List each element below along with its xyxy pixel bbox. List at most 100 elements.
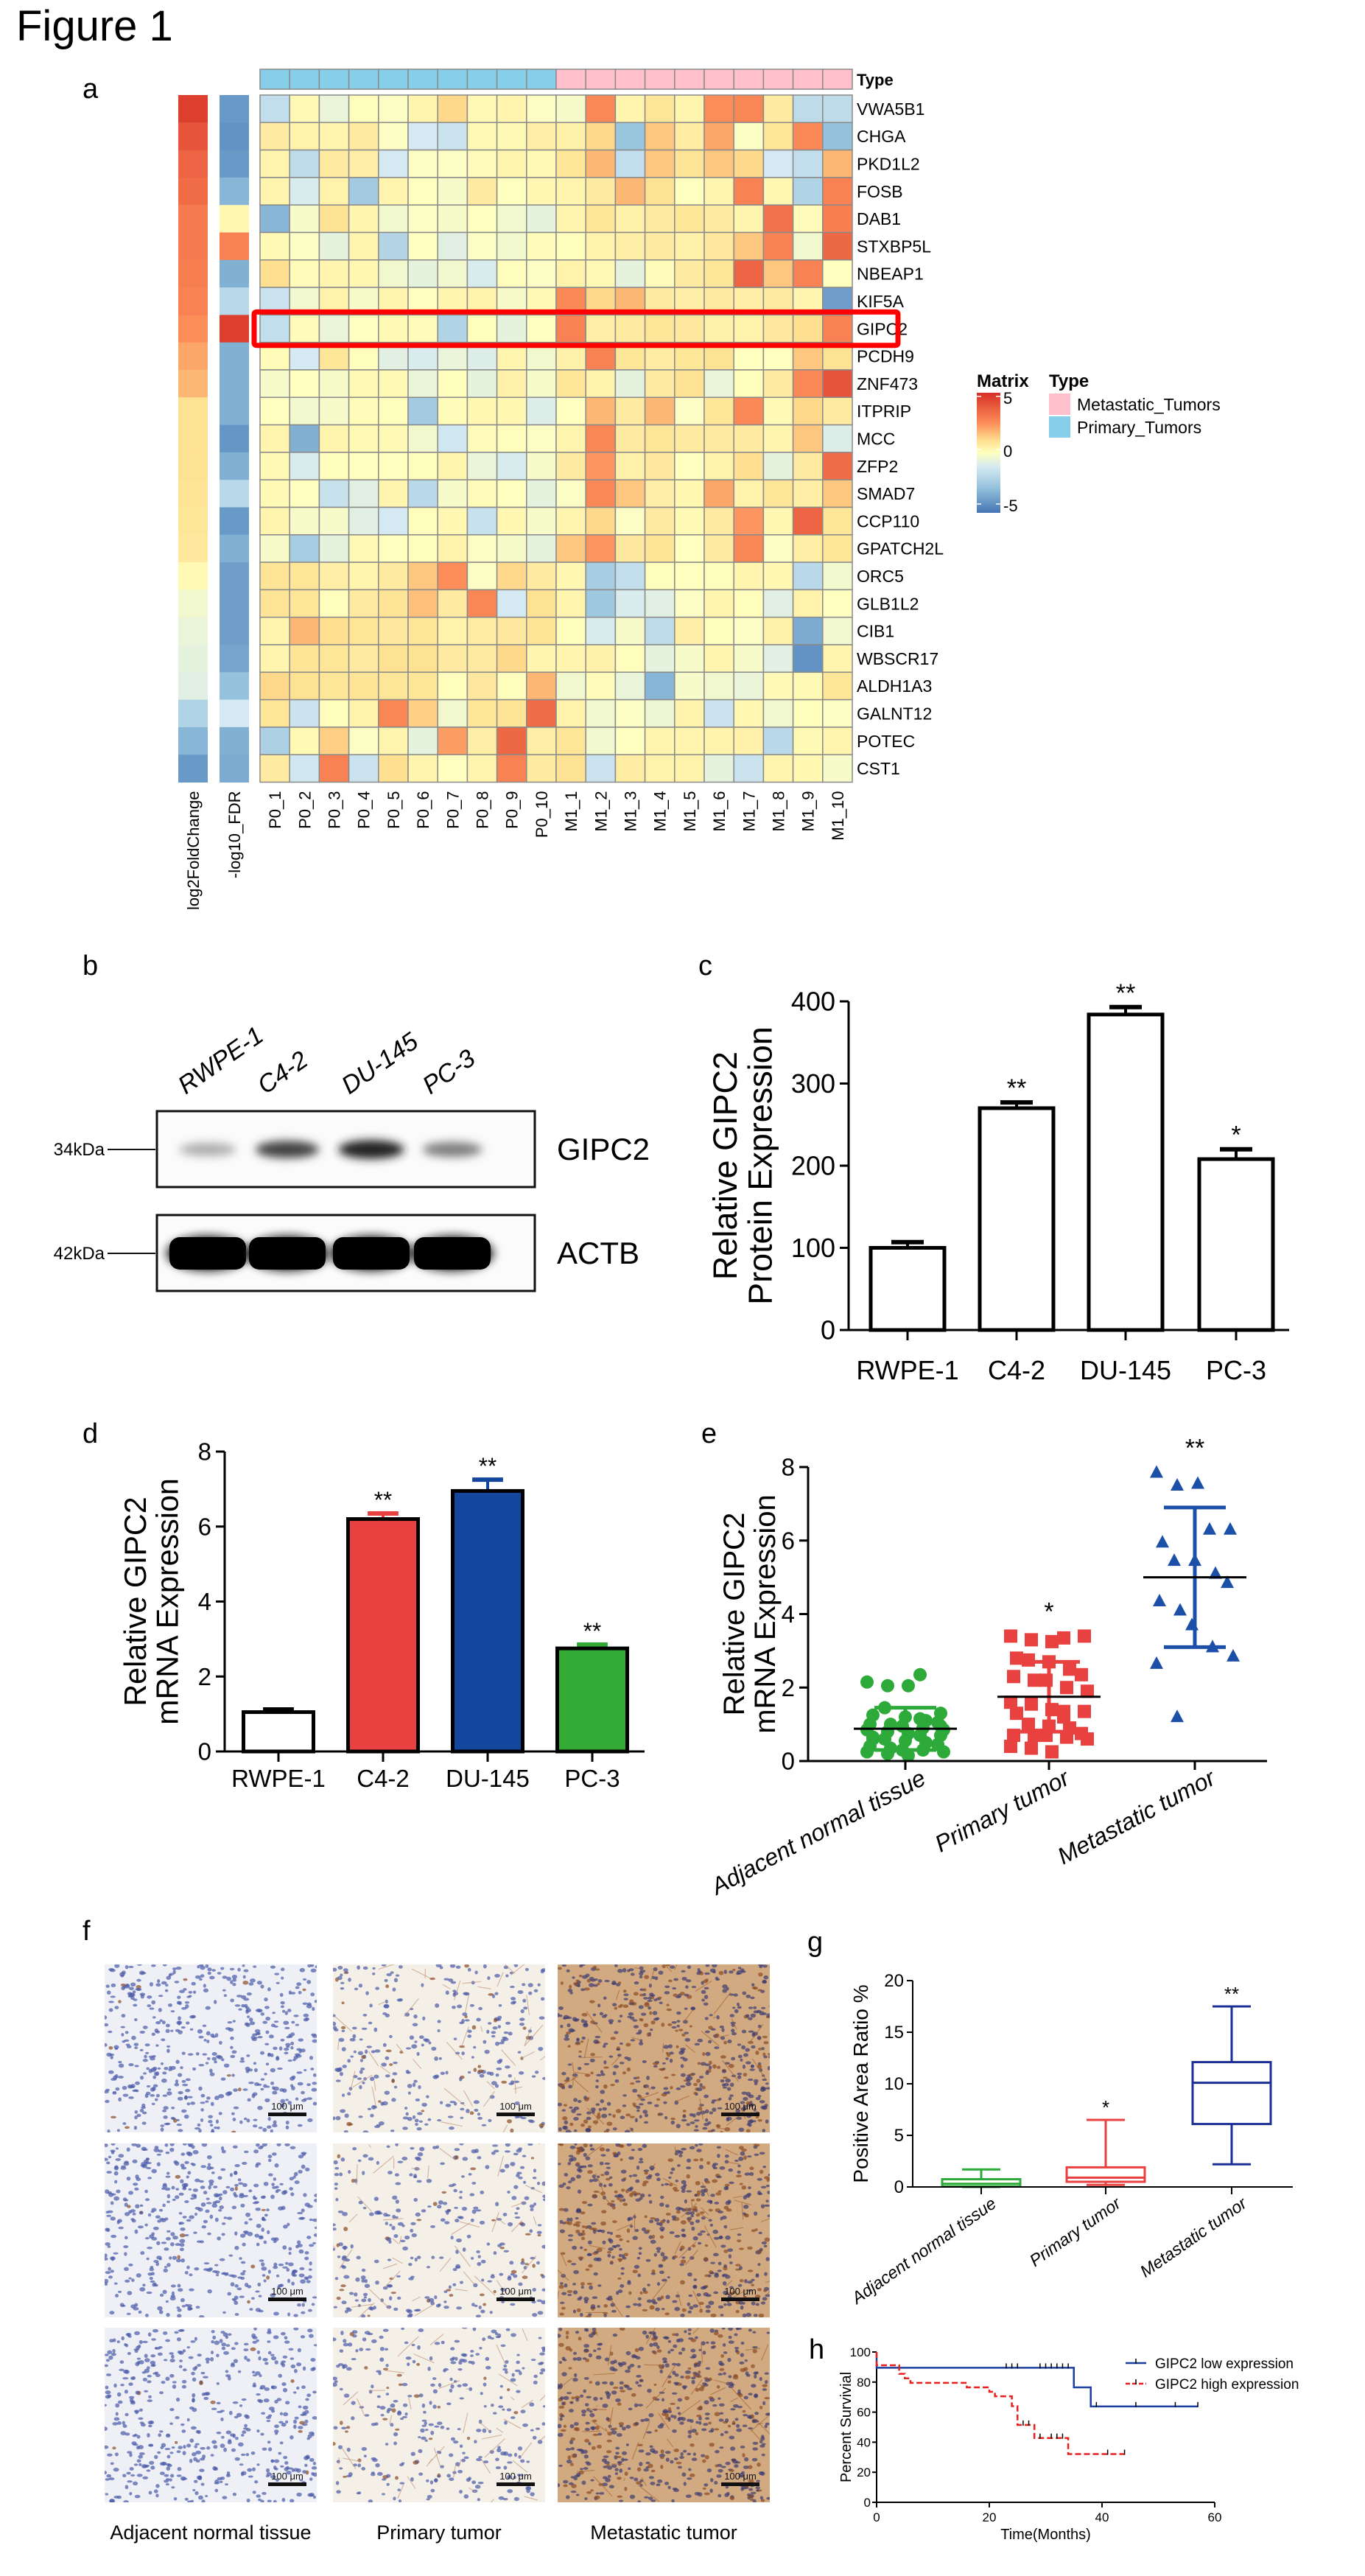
heatmap-cell [644,314,676,343]
ihc-texture [558,1964,770,2132]
row-annotation-cell [178,177,208,206]
row-annotation-cell [178,95,208,123]
row-annotation-cell [178,122,208,151]
heatmap-cell [318,369,350,399]
heatmap-cell [674,396,705,426]
heatmap-cell [644,561,676,591]
d-x-tick-label: PC-3 [564,1765,620,1792]
row-annotation-cell [220,480,249,508]
e-data-point [1057,1631,1070,1645]
heatmap-cell [289,396,320,426]
c-bar [1197,1157,1275,1332]
scale-bar: 100 μm [496,2101,535,2116]
ihc-texture [105,1964,317,2132]
heatmap-cell [437,561,469,591]
heatmap-cell [348,122,379,151]
e-data-point [1209,1566,1222,1579]
h-legend-label: GIPC2 high expression [1155,2377,1299,2393]
heatmap-cell [703,616,734,645]
ihc-image: 100 μm [333,2328,545,2502]
heatmap-cell [496,231,527,261]
row-label: POTEC [857,732,915,751]
heatmap-cell [822,754,853,783]
d-y-tick-label: 2 [198,1663,211,1690]
column-label: P0_8 [474,791,492,829]
heatmap-cell [614,424,646,453]
row-annotation-label: log2FoldChange [184,791,203,910]
heatmap-cell [526,204,557,234]
heatmap-cell [644,479,676,508]
heatmap-cell [674,149,705,178]
e-data-point [1168,1553,1181,1567]
row-label: VWA5B1 [857,99,924,119]
c-bar [869,1246,947,1332]
h-y-tick-label: 0 [864,2496,871,2510]
heatmap-cell [555,149,586,178]
type-annotation-cell [644,69,676,90]
heatmap-cell [259,369,290,399]
ihc-column-caption: Primary tumor [376,2521,502,2544]
row-annotation-cell [178,452,208,480]
heatmap-cell [733,616,765,645]
heatmap-cell [585,231,617,261]
heatmap-cell [348,754,379,783]
type-annotation-cell [496,69,527,90]
heatmap-cell [792,314,824,343]
heatmap-cell [378,94,409,124]
row-label: ORC5 [857,567,904,586]
heatmap-cell [496,561,527,591]
e-significance-mark: ** [1185,1434,1204,1462]
e-data-point [1063,1662,1076,1676]
row-annotation-cell [220,589,249,618]
g-y-axis-label: Positive Area Ratio % [849,1984,872,2183]
h-x-tick-label: 20 [983,2510,997,2524]
type-legend-swatch [1049,393,1070,415]
e-data-point [1171,1477,1184,1491]
heatmap-cell [792,561,824,591]
h-x-tick-label: 60 [1208,2510,1222,2524]
e-data-point [1078,1704,1091,1718]
heatmap-cell [466,506,498,536]
e-data-point [1171,1709,1184,1723]
heatmap-cell [792,396,824,426]
heatmap-cell [585,506,617,536]
heatmap-cell [407,204,438,234]
scale-bar-line [721,2113,759,2116]
heatmap-cell [466,589,498,618]
heatmap-cell [348,479,379,508]
heatmap-cell [822,644,853,673]
c-significance-mark: * [1231,1121,1241,1149]
heatmap-cell [822,396,853,426]
d-significance-mark: ** [583,1618,601,1644]
e-data-point [1025,1633,1038,1647]
heatmap-cell [674,644,705,673]
h-x-tick-label: 0 [873,2510,880,2524]
column-label: M1_4 [651,791,670,832]
column-label: M1_3 [622,791,640,832]
heatmap-cell [496,396,527,426]
e-data-point [1022,1718,1035,1732]
heatmap-cell [674,754,705,783]
ihc-texture [333,2143,545,2317]
type-annotation-cell [378,69,409,90]
protein-band-core [414,1237,491,1270]
heatmap-cell [822,204,853,234]
heatmap-cell [822,231,853,261]
heatmap-cell [318,754,350,783]
scale-bar-line [268,2113,306,2116]
e-data-point [902,1679,915,1693]
e-data-point [1004,1695,1017,1709]
row-annotation-cell [178,259,208,288]
row-annotation-cell [220,397,249,426]
e-data-point [1081,1732,1094,1746]
heatmap-cell [733,589,765,618]
heatmap-cell [407,94,438,124]
row-label: ITPRIP [857,402,911,421]
c-significance-mark: ** [1007,1074,1027,1102]
ihc-texture [105,2143,317,2317]
scale-bar-line [268,2482,306,2486]
panel-label-h: h [809,2334,825,2365]
ihc-texture [105,2328,317,2502]
